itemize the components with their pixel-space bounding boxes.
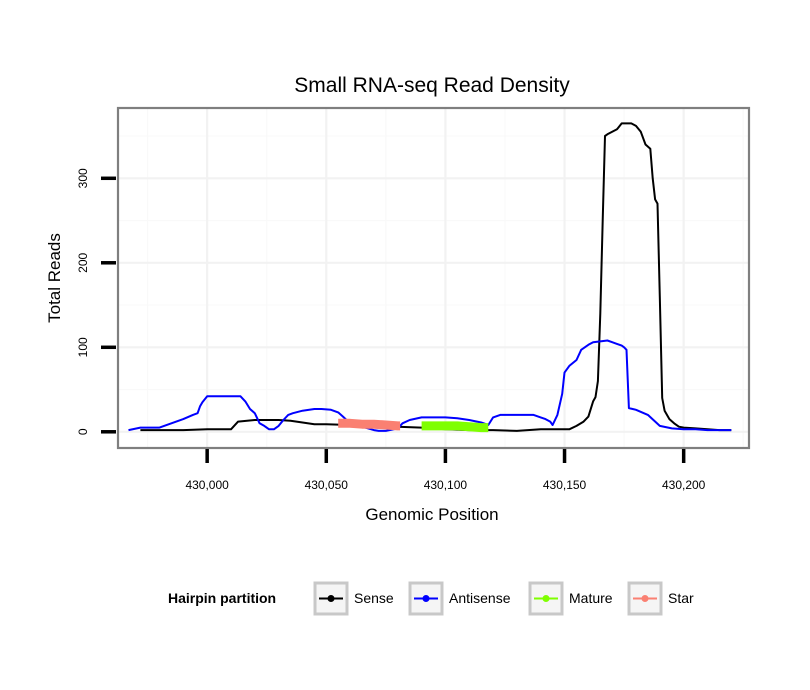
x-tick-label: 430,050 [305,478,349,492]
x-tick-label: 430,100 [424,478,468,492]
legend-key-point-sense [327,595,335,602]
legend-label-sense: Sense [354,590,394,606]
x-tick-label: 430,000 [185,478,229,492]
chart-title: Small RNA-seq Read Density [294,74,570,97]
series-line-antisense [128,339,732,432]
legend-title: Hairpin partition [168,590,276,606]
series-layer [128,122,732,433]
legend-key-point-star [641,595,649,602]
grid [119,109,748,447]
legend-key-point-mature [542,595,550,602]
y-tick-label: 300 [76,168,90,188]
legend-label-star: Star [668,590,694,606]
legend-key-point-antisense [422,595,430,602]
x-tick-label: 430,150 [543,478,587,492]
legend: Hairpin partition Sense Antisense Mature St… [168,581,694,616]
x-tick-label: 430,200 [662,478,706,492]
y-axis-label: Total Reads [45,233,64,323]
series-line-star [338,418,403,431]
plot-panel-border [116,106,751,450]
y-tick-label: 100 [76,337,90,357]
y-tick-label: 200 [76,252,90,272]
y-tick-label: 0 [76,428,90,435]
x-axis-label: Genomic Position [365,505,498,524]
legend-label-mature: Mature [569,590,613,606]
series-line-mature [421,421,489,433]
series-line-sense [140,122,732,432]
axes: 430,000 430,050 430,100 430,150 430,200 0 100 2… [76,168,706,492]
legend-label-antisense: Antisense [449,590,511,606]
